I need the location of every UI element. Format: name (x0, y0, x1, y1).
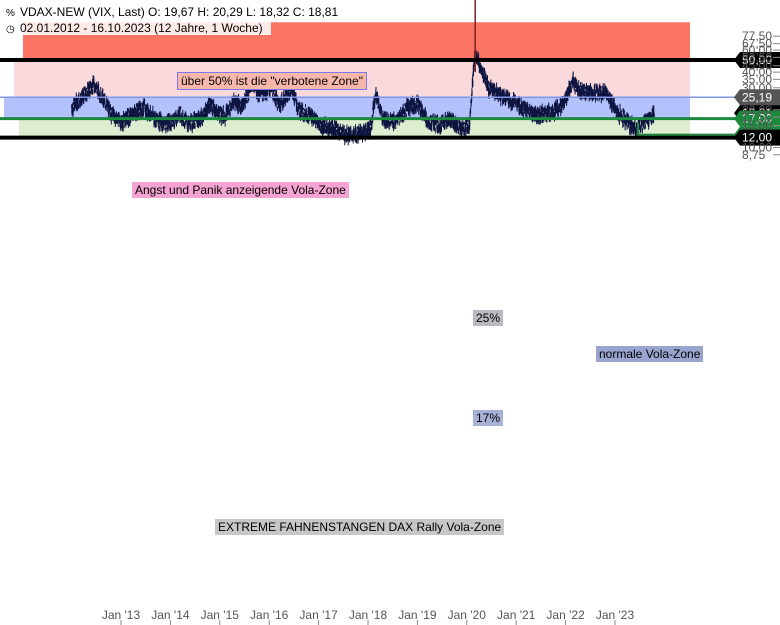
marker-label-17: 17% (473, 410, 504, 426)
price-tag-label-5: 12,00 (742, 131, 772, 145)
price-tag-5 (734, 129, 780, 146)
y-axis: 77,5067,5060,0052,5045,0040,0035,0030,00… (742, 29, 780, 162)
x-axis: Jan '13 Jan '14 Jan '15 Jan '16 Jan '17 Jan '… (102, 608, 635, 625)
price-tag-1 (734, 89, 780, 106)
y-tick-label-8: 20,00 (742, 103, 772, 117)
y-tick-label-9: 17,50 (742, 110, 772, 124)
y-tick-label-12: 8,75 (742, 148, 766, 162)
price-tag-0 (734, 51, 780, 68)
x-tick-label-2: Jan '15 (201, 608, 240, 622)
range-line: 02.01.2012 - 16.10.2023 (12 Jahre, 1 Woc… (20, 21, 263, 35)
y-tick-label-5: 40,00 (742, 65, 772, 79)
marker-label-25: 25% (473, 310, 504, 326)
price-tag-label-3: 17,00 (742, 112, 772, 126)
range-header: ◷ 02.01.2012 - 16.10.2023 (12 Jahre, 1 Wo… (4, 21, 271, 35)
price-tag-label-0: 50,00 (742, 53, 772, 67)
y-tick-label-3: 52,50 (742, 50, 772, 64)
x-tick-label-5: Jan '18 (349, 608, 388, 622)
clock-icon: ◷ (6, 24, 15, 35)
zone-label-forbidden: über 50% ist die "verbotene Zone" (177, 72, 367, 90)
x-tick-label-10: Jan '23 (596, 608, 635, 622)
x-tick-label-9: Jan '22 (546, 608, 585, 622)
x-tick-label-7: Jan '20 (448, 608, 487, 622)
zone-label-normal: normale Vola-Zone (596, 346, 704, 362)
level-line-4 (637, 122, 738, 136)
zone-label-panic: Angst und Panik anzeigende Vola-Zone (132, 182, 349, 198)
y-tick-label-0: 77,50 (742, 29, 772, 43)
x-tick-label-6: Jan '19 (398, 608, 437, 622)
y-tick-label-11: 10,00 (742, 141, 772, 155)
y-tick-label-7: 30,00 (742, 81, 772, 95)
instrument-line: VDAX-NEW (VIX, Last) O: 19,67 H: 20,29 L… (20, 5, 339, 19)
x-tick-label-0: Jan '13 (102, 608, 141, 622)
x-tick-label-3: Jan '16 (250, 608, 289, 622)
price-tag-3 (734, 110, 780, 127)
instrument-header: % VDAX-NEW (VIX, Last) O: 19,67 H: 20,29 … (4, 5, 347, 19)
x-tick-label-8: Jan '21 (497, 608, 536, 622)
y-tick-label-10: 15,00 (742, 118, 772, 132)
y-tick-label-4: 45,00 (742, 59, 772, 73)
y-tick-label-2: 60,00 (742, 43, 772, 57)
zone-label-extreme: EXTREME FAHNENSTANGEN DAX Rally Vola-Zon… (215, 519, 505, 535)
x-tick-label-1: Jan '14 (151, 608, 190, 622)
y-tick-label-6: 35,00 (742, 72, 772, 86)
price-tag-label-1: 25,19 (742, 90, 772, 104)
y-tick-label-1: 67,50 (742, 37, 772, 51)
percent-icon: % (6, 8, 15, 19)
x-tick-label-4: Jan '17 (299, 608, 338, 622)
